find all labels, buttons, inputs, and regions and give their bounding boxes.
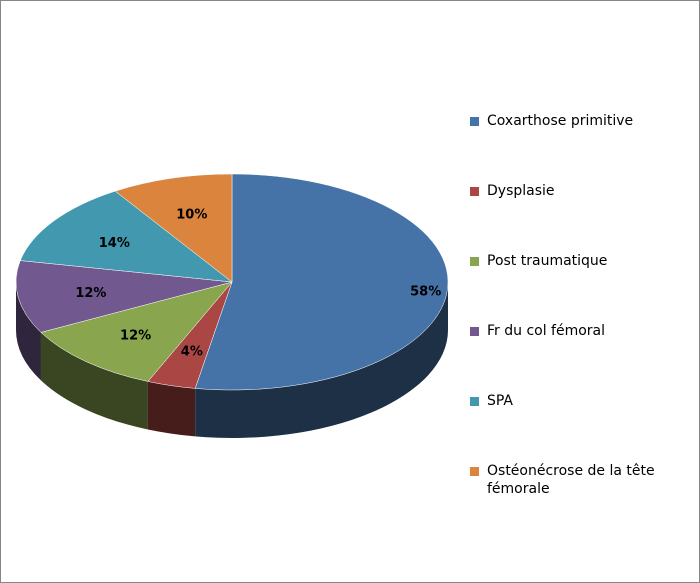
- pie-side-wall: [40, 332, 148, 430]
- legend-swatch: [470, 397, 479, 406]
- pie-sides: [15, 282, 448, 438]
- legend-label: Coxarthose primitive: [487, 113, 634, 129]
- pie-data-label: 14%: [99, 236, 130, 251]
- legend-label: Fr du col fémoral: [487, 323, 606, 339]
- pie-data-label: 12%: [75, 286, 106, 301]
- legend-swatch: [470, 117, 479, 126]
- pie-data-label: 12%: [120, 329, 151, 344]
- legend-item: Coxarthose primitive: [470, 112, 633, 130]
- pie-side-wall: [15, 282, 41, 381]
- pie-side-wall: [195, 282, 448, 438]
- pie-slice: [40, 281, 233, 382]
- pie-data-label: 4%: [181, 344, 203, 359]
- legend-swatch: [470, 327, 479, 336]
- legend-item: SPA: [470, 392, 513, 410]
- pie-side-wall: [147, 381, 196, 437]
- pie-slice: [114, 173, 233, 283]
- legend-label: Ostéonécrose de la tête fémorale: [487, 463, 655, 497]
- pie-data-label: 10%: [176, 208, 207, 223]
- legend-swatch: [470, 467, 479, 476]
- pie-slice: [194, 173, 449, 391]
- legend-swatch: [470, 257, 479, 266]
- legend-item: Post traumatique: [470, 252, 607, 270]
- pie-tops: [15, 173, 449, 391]
- legend-item: Dysplasie: [470, 182, 555, 200]
- legend-label: Dysplasie: [487, 183, 555, 199]
- pie-data-label: 58%: [410, 284, 441, 299]
- pie-slice: [19, 190, 233, 283]
- legend-label: Post traumatique: [487, 253, 608, 269]
- pie-labels: 58% 4% 12% 12% 14% 10%: [75, 208, 441, 360]
- legend-item: Ostéonécrose de la tête fémorale: [470, 462, 685, 498]
- legend-swatch: [470, 187, 479, 196]
- pie-slice: [15, 260, 233, 333]
- legend-label: SPA: [487, 393, 514, 409]
- legend-item: Fr du col fémoral: [470, 322, 605, 340]
